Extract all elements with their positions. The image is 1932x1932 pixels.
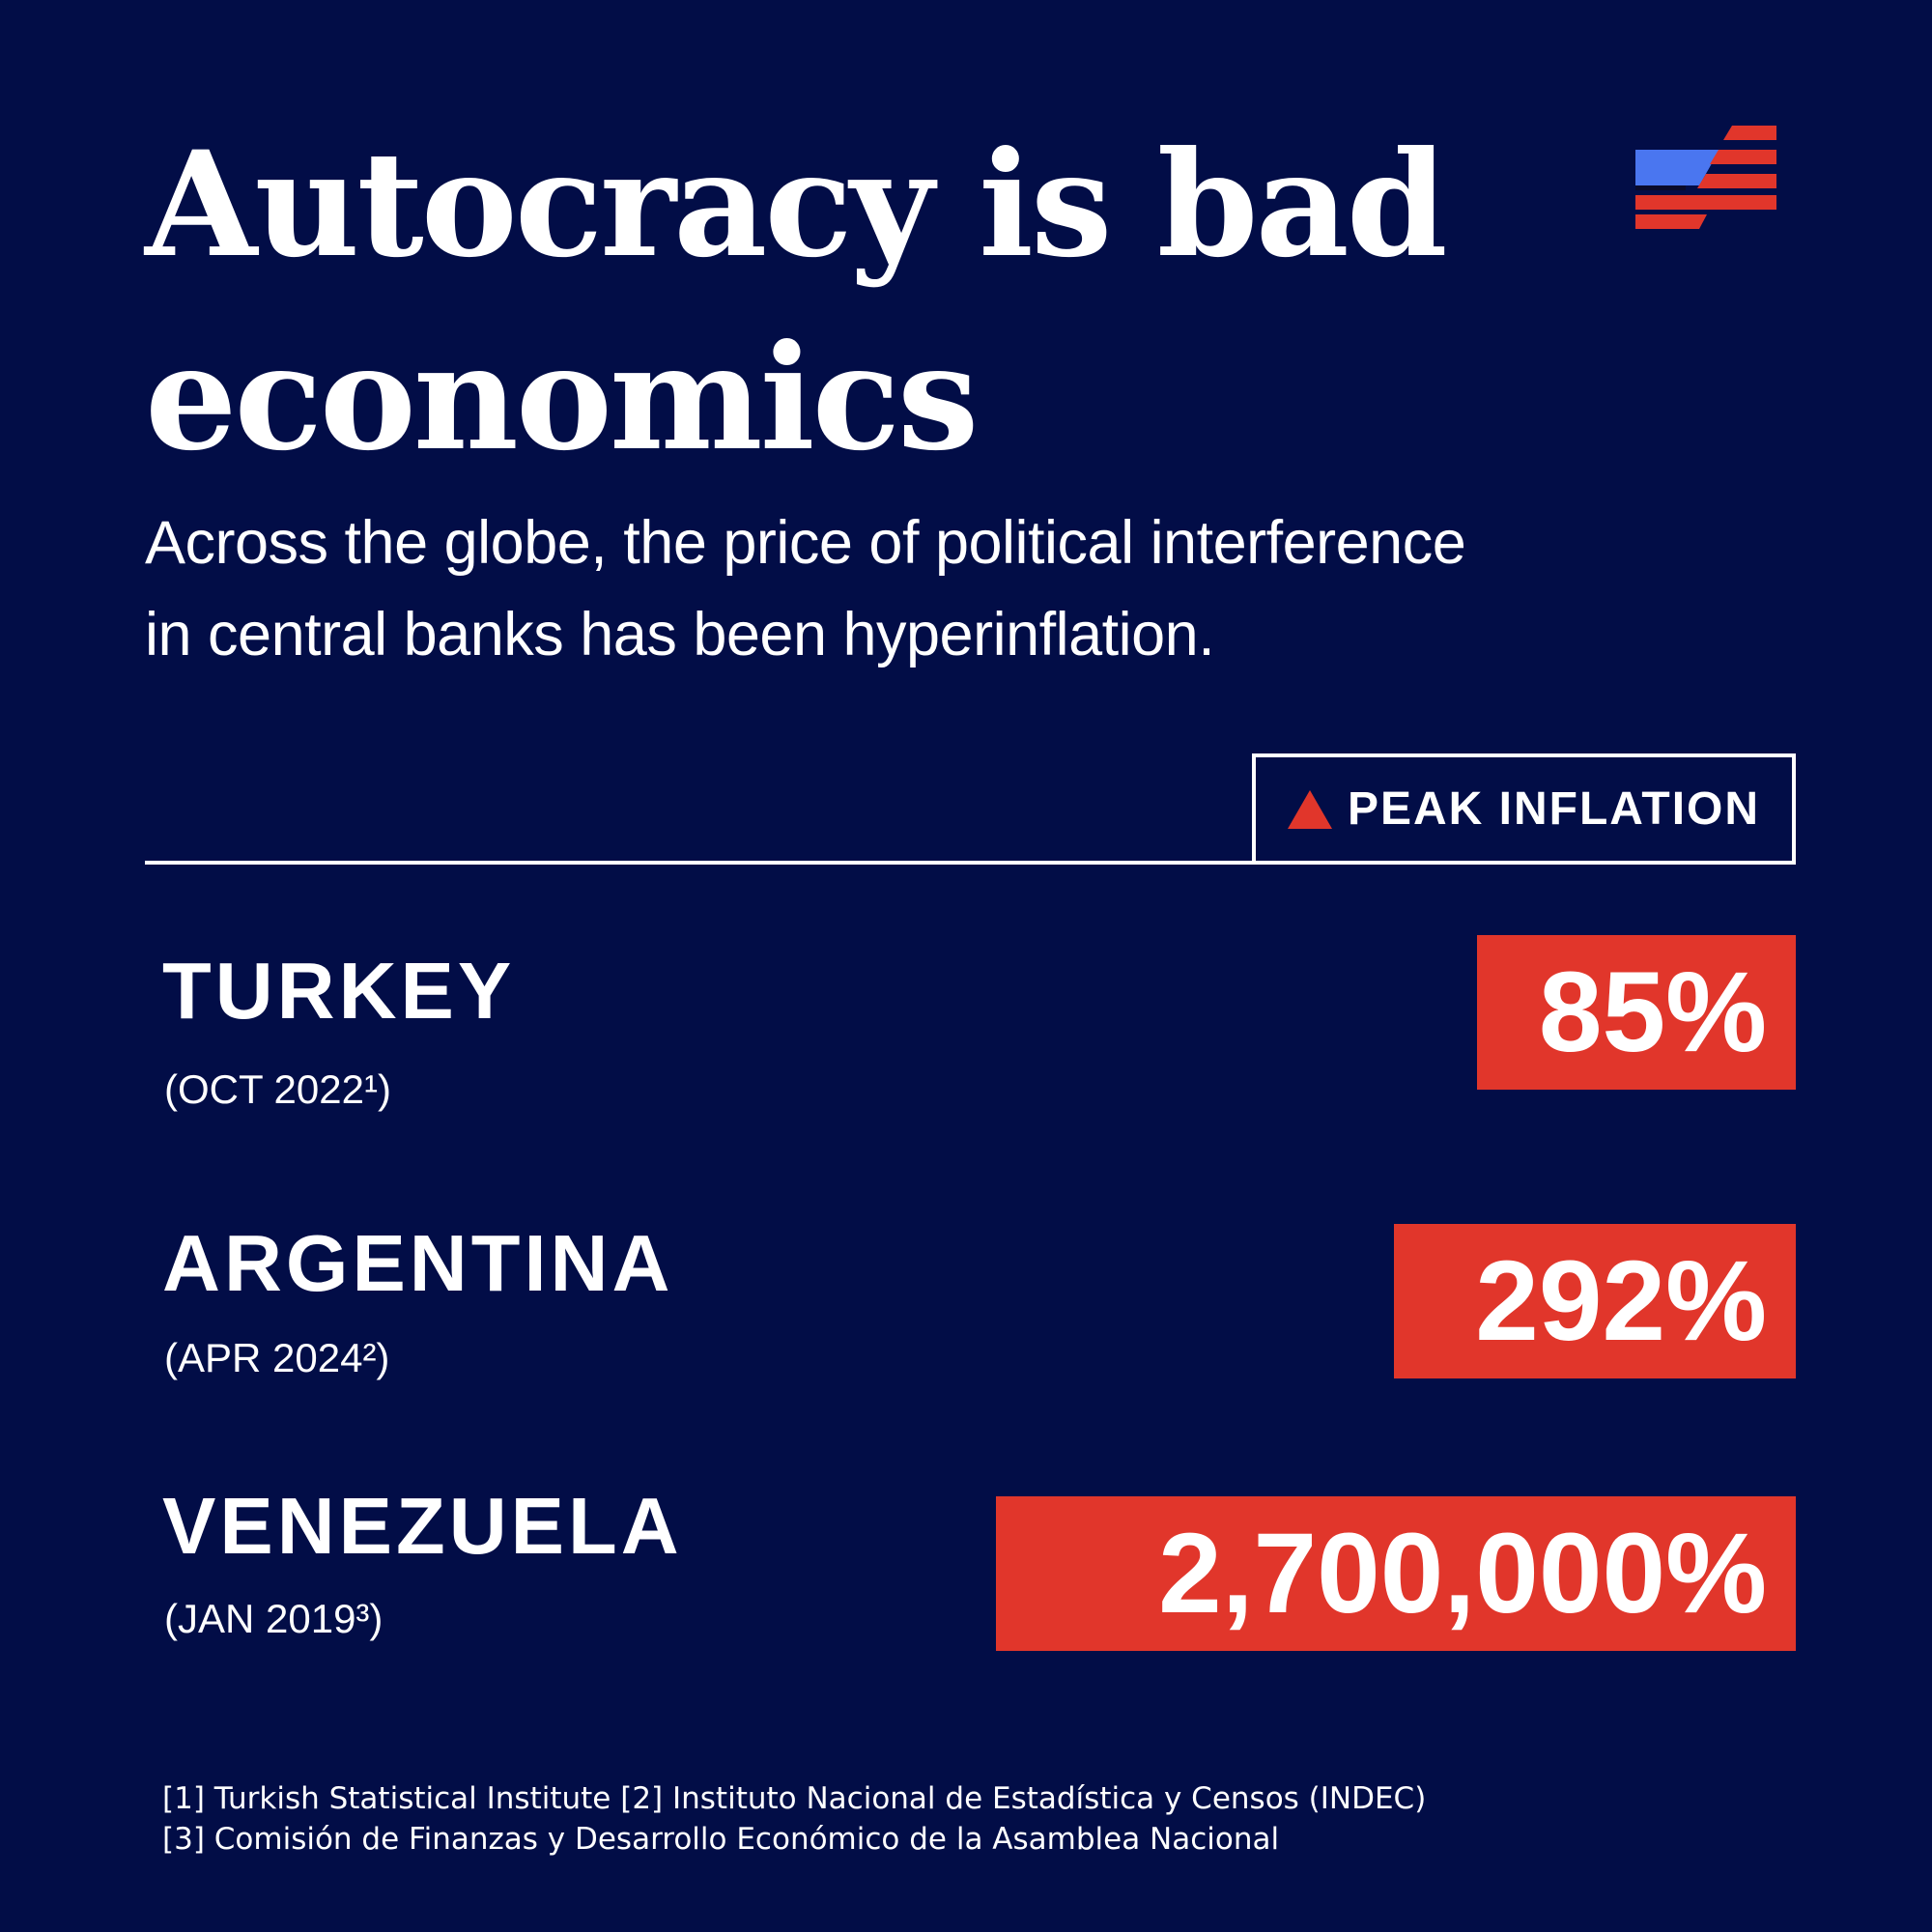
subtitle-line-2: in central banks has been hyperinflation… bbox=[145, 601, 1215, 668]
inflation-value-venezuela: 2,700,000% bbox=[996, 1496, 1796, 1651]
inflation-value-argentina: 292% bbox=[1394, 1224, 1796, 1378]
title-line-1: Autocracy is bad bbox=[145, 120, 1448, 290]
page-title: Autocracy is bad economics bbox=[145, 108, 1642, 495]
peak-inflation-label: PEAK INFLATION bbox=[1347, 783, 1761, 835]
inflation-value-turkey: 85% bbox=[1477, 935, 1796, 1090]
date-venezuela: (JAN 2019³) bbox=[164, 1596, 384, 1641]
subtitle: Across the globe, the price of political… bbox=[145, 497, 1787, 681]
date-turkey: (OCT 2022¹) bbox=[164, 1066, 391, 1112]
footnote-line-1: [1] Turkish Statistical Institute [2] In… bbox=[162, 1781, 1427, 1816]
subtitle-line-1: Across the globe, the price of political… bbox=[145, 509, 1466, 577]
triangle-up-icon bbox=[1287, 789, 1332, 829]
footnote-line-2: [3] Comisión de Finanzas y Desarrollo Ec… bbox=[162, 1822, 1280, 1857]
country-name-venezuela: VENEZUELA bbox=[162, 1481, 683, 1571]
date-argentina: (APR 2024²) bbox=[164, 1335, 390, 1380]
country-name-argentina: ARGENTINA bbox=[162, 1218, 674, 1308]
country-name-turkey: TURKEY bbox=[162, 946, 516, 1036]
stripes-logo-icon bbox=[1635, 126, 1776, 229]
title-line-2: economics bbox=[145, 313, 979, 483]
header-divider bbox=[145, 861, 1796, 865]
peak-inflation-header: PEAK INFLATION bbox=[1252, 753, 1796, 865]
